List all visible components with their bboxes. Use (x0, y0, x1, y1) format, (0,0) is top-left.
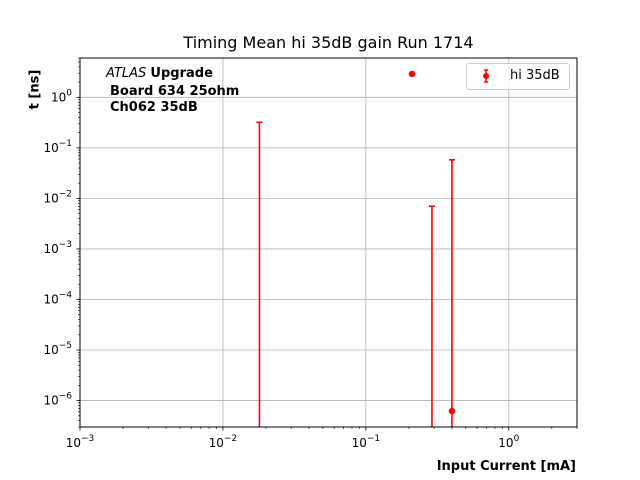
legend: hi 35dB (466, 63, 570, 90)
y-tick-label: 100 (51, 88, 72, 104)
channel-label: Ch062 35dB (110, 100, 198, 115)
y-tick-label: 10−5 (43, 341, 72, 357)
x-tick-label: 10−2 (209, 434, 238, 450)
atlas-label: ATLAS Upgrade (106, 66, 213, 82)
x-tick-label: 10−3 (66, 434, 95, 450)
x-axis-label: Input Current [mA] (436, 459, 576, 474)
x-tick-label: 100 (498, 434, 519, 450)
axes-frame (79, 57, 578, 428)
data-point (448, 407, 456, 415)
data-point (408, 70, 416, 78)
y-tick-label: 10−4 (43, 290, 72, 306)
atlas-label-bold: Upgrade (150, 66, 213, 81)
y-tick-label: 10−3 (43, 240, 72, 256)
atlas-label-italic: ATLAS (106, 66, 147, 81)
legend-marker-icon (483, 69, 489, 83)
legend-label: hi 35dB (510, 68, 560, 83)
x-tick-label: 10−1 (352, 434, 381, 450)
chart-title: Timing Mean hi 35dB gain Run 1714 (183, 33, 474, 52)
y-tick-label: 10−2 (43, 189, 72, 205)
board-label: Board 634 25ohm (110, 84, 240, 99)
y-tick-label: 10−1 (43, 139, 72, 155)
y-axis-label: t [ns] (27, 69, 43, 110)
y-tick-label: 10−6 (43, 392, 72, 408)
